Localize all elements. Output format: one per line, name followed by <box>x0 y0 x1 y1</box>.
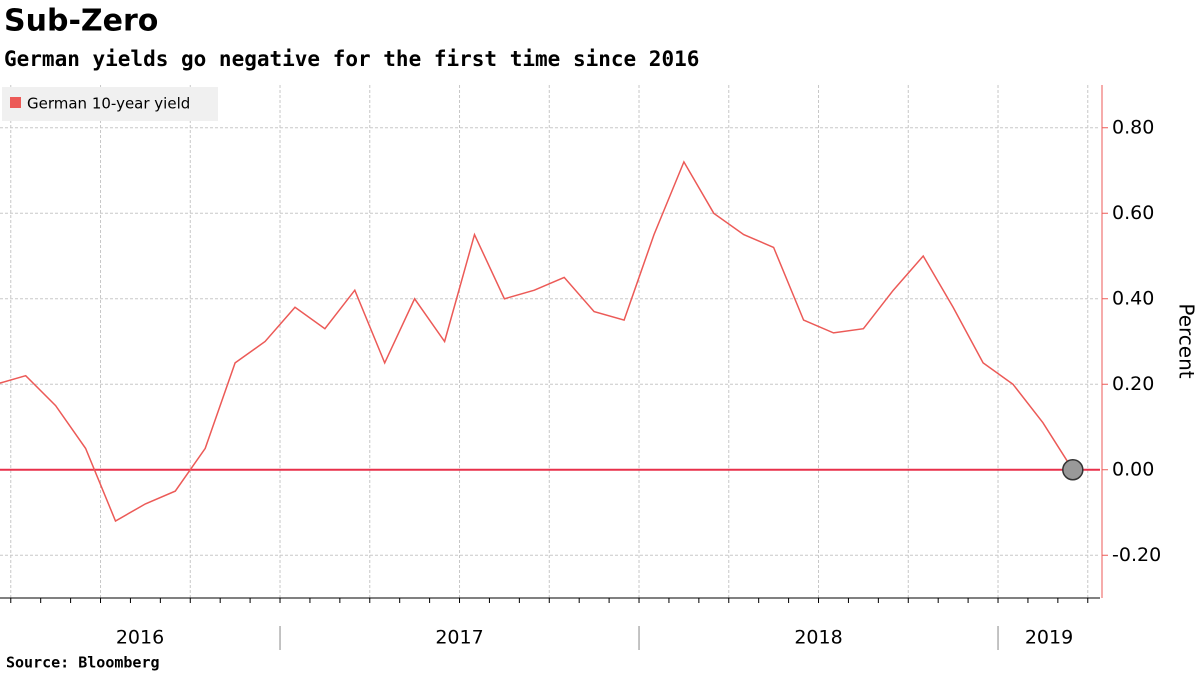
x-tick-label: 2019 <box>1025 627 1073 649</box>
x-tick-label: 2018 <box>794 627 842 649</box>
end-marker <box>1062 459 1084 481</box>
x-tick-label: 2016 <box>116 627 164 649</box>
series-line <box>0 160 1074 523</box>
source: Source: Bloomberg <box>6 654 160 672</box>
y-tick-label: 0.40 <box>1112 287 1154 309</box>
y-tick-label: 0.60 <box>1112 202 1154 224</box>
x-tick-label: 2017 <box>435 627 483 649</box>
y-tick-label: 0.20 <box>1112 373 1154 395</box>
legend-box <box>2 87 218 121</box>
legend-swatch <box>10 97 21 108</box>
y-tick-label: -0.20 <box>1112 544 1161 566</box>
y-tick-label: 0.00 <box>1112 458 1154 480</box>
legend-label: German 10-year yield <box>27 95 190 113</box>
y-tick-label: 0.80 <box>1112 116 1154 138</box>
chart-subtitle: German yields go negative for the first … <box>4 47 699 71</box>
y-axis-label: Percent <box>1175 303 1199 378</box>
chart-title: Sub-Zero <box>4 4 158 39</box>
